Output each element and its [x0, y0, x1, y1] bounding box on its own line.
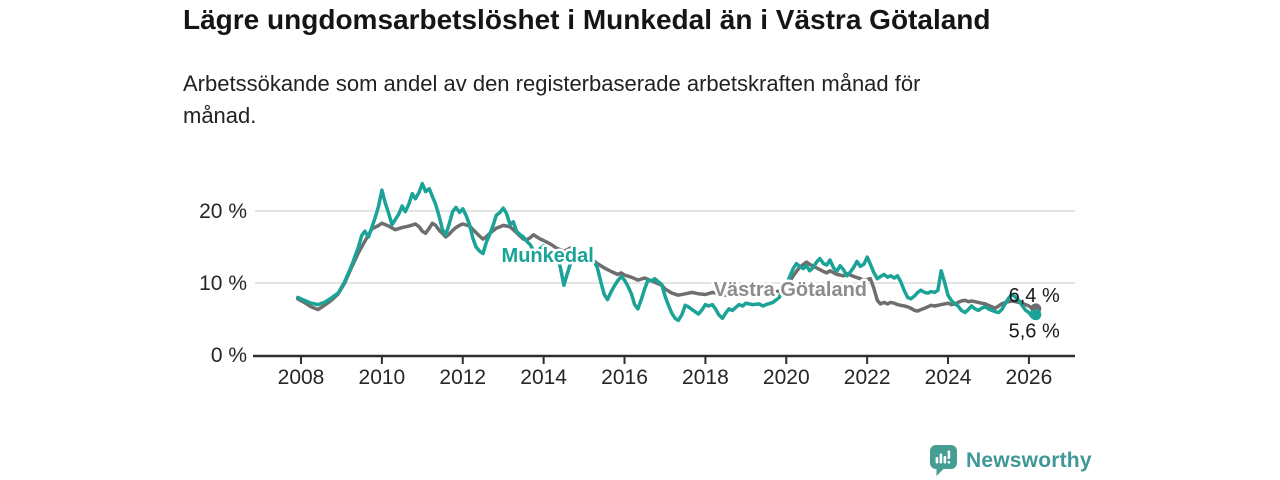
newsworthy-brand: Newsworthy: [930, 445, 1092, 476]
series-end-dot: [1030, 309, 1042, 321]
x-tick-label: 2010: [359, 366, 406, 389]
chart-subtitle: Arbetssökande som andel av den registerb…: [183, 71, 921, 129]
x-tick-label: 2020: [763, 366, 810, 389]
y-tick-label: 0 %: [211, 344, 247, 367]
series-line-munkedal: [296, 181, 1038, 323]
newsworthy-logo-icon: [930, 445, 957, 476]
x-tick-label: 2012: [439, 366, 486, 389]
page-title: Lägre ungdomsarbetslöshet i Munkedal än …: [183, 4, 991, 35]
newsworthy-logo-text: Newsworthy: [966, 448, 1092, 472]
x-tick-label: 2018: [682, 366, 729, 389]
x-tick-label: 2016: [601, 366, 648, 389]
x-tick-label: 2008: [278, 366, 325, 389]
series-label-v-stra-g-taland: Västra Götaland: [714, 279, 867, 301]
x-tick-label: 2022: [844, 366, 891, 389]
series-end-label: 5,6 %: [1009, 321, 1060, 343]
series-label-munkedal: Munkedal: [502, 245, 594, 267]
series-line-v-stra-g-taland: [296, 221, 1038, 313]
y-tick-label: 10 %: [199, 272, 247, 295]
x-tick-label: 2014: [520, 366, 567, 389]
series-end-label: 6,4 %: [1009, 285, 1060, 307]
x-tick-label: 2026: [1006, 366, 1053, 389]
y-tick-label: 20 %: [199, 200, 247, 223]
x-tick-label: 2024: [925, 366, 972, 389]
